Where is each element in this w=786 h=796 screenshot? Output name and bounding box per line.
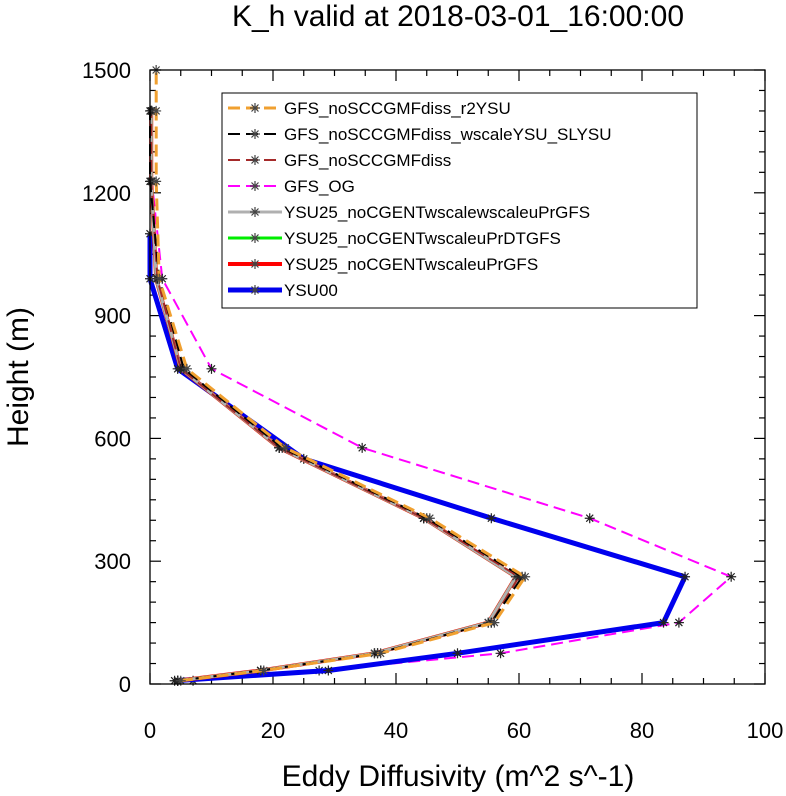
data-point: [154, 273, 165, 284]
x-tick-label: 0: [144, 718, 156, 743]
x-tick-label: 20: [261, 718, 285, 743]
legend-marker: [250, 129, 260, 139]
x-tick-label: 60: [507, 718, 531, 743]
legend-label: GFS_noSCCGMFdiss: [284, 151, 451, 170]
legend-marker: [250, 285, 260, 295]
data-point: [452, 648, 463, 659]
legend-label: GFS_OG: [284, 177, 355, 196]
y-tick-label: 1500: [82, 58, 131, 83]
series-layer: [145, 65, 737, 686]
data-point: [151, 105, 162, 116]
data-point: [258, 665, 269, 676]
data-point: [489, 617, 500, 628]
x-tick-label: 100: [747, 718, 784, 743]
plot-frame: [149, 69, 766, 685]
data-point: [323, 665, 334, 676]
legend-marker: [250, 259, 260, 269]
series-line: [154, 70, 527, 683]
legend-label: YSU25_noCGENTwscaleuPrGFS: [284, 255, 538, 274]
y-tick-label: 1200: [82, 181, 131, 206]
data-point: [375, 648, 386, 659]
x-tick-labels: 0 20 40 60 80 100: [144, 718, 783, 743]
legend-label: GFS_noSCCGMFdiss_r2YSU: [284, 99, 511, 118]
data-point: [520, 571, 531, 582]
data-point: [206, 363, 217, 374]
x-tick-label: 40: [384, 718, 408, 743]
y-tick-labels: 0 300 600 900 1200 1500: [82, 58, 131, 697]
legend-marker: [250, 207, 260, 217]
legend-label: GFS_noSCCGMFdiss_wscaleYSU_SLYSU: [284, 125, 612, 144]
series-GFS_noSCCGMFdiss_r2YSU: [151, 65, 531, 686]
data-point: [673, 617, 684, 628]
data-point: [584, 513, 595, 524]
legend-marker: [250, 155, 260, 165]
legend-box: [221, 92, 698, 309]
data-point: [181, 363, 192, 374]
data-point: [726, 571, 737, 582]
data-point: [658, 617, 669, 628]
data-point: [151, 176, 162, 187]
legend-label: YSU25_noCGENTwscalewscaleuPrGFS: [284, 203, 590, 222]
y-tick-label: 0: [119, 672, 131, 697]
y-axis-title: Height (m): [2, 307, 35, 447]
data-point: [495, 648, 506, 659]
series-line: [147, 233, 688, 684]
legend-label: YSU25_noCGENTwscaleuPrDTGFS: [284, 229, 561, 248]
legend-marker: [250, 233, 260, 243]
data-point: [280, 442, 291, 453]
data-point: [357, 442, 368, 453]
data-point: [175, 675, 186, 686]
legend-marker: [250, 181, 260, 191]
y-tick-label: 600: [94, 426, 131, 451]
legend-marker: [250, 103, 260, 113]
legend-label: YSU00: [284, 281, 338, 300]
data-point: [486, 513, 497, 524]
data-point: [424, 513, 435, 524]
y-tick-label: 900: [94, 304, 131, 329]
legend: GFS_noSCCGMFdiss_r2YSU GFS_noSCCGMFdiss_w…: [221, 92, 698, 309]
chart-title: K_h valid at 2018-03-01_16:00:00: [232, 0, 684, 33]
x-tick-label: 80: [630, 718, 654, 743]
data-point: [680, 571, 691, 582]
x-axis-title: Eddy Diffusivity (m^2 s^-1): [282, 760, 635, 793]
y-tick-label: 300: [94, 549, 131, 574]
